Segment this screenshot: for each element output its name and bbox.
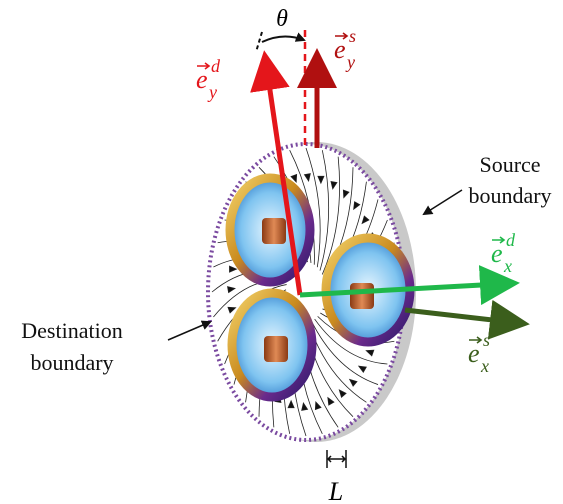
vector-sup: d	[506, 230, 516, 250]
vector-base: e	[491, 239, 503, 268]
vector-base: e	[334, 35, 346, 64]
vector-label: e y d	[196, 56, 221, 102]
arrow-ex-s	[405, 310, 510, 322]
vector-sub: y	[207, 82, 217, 102]
core	[264, 336, 288, 362]
angle-arc	[262, 36, 304, 42]
vector-label: e y s	[334, 26, 356, 72]
vector-base: e	[196, 65, 208, 94]
length-label: L	[328, 477, 343, 504]
dimension-arrow	[328, 456, 345, 462]
angle-label: θ	[276, 6, 288, 32]
annotation-arrow	[168, 322, 210, 340]
annotation-line: Source	[479, 152, 540, 177]
vector-label: e x d	[491, 230, 516, 276]
annotation-line: Destination	[21, 318, 122, 343]
annotation-line: boundary	[30, 350, 113, 375]
vector-sup: d	[211, 56, 221, 76]
core	[350, 283, 374, 309]
vector-label: e x s	[468, 330, 490, 376]
angle-tick	[256, 32, 262, 52]
annotation-line: boundary	[468, 183, 551, 208]
core	[262, 218, 286, 244]
annotation-arrow	[424, 190, 462, 214]
vector-base: e	[468, 339, 480, 368]
diagram: θ e y d e y s e x d e x s Source boundar…	[0, 0, 563, 504]
vector-sub: x	[480, 356, 489, 376]
vector-sub: x	[503, 256, 512, 276]
vector-sub: y	[345, 52, 355, 72]
vector-sup: s	[483, 330, 490, 350]
vector-sup: s	[349, 26, 356, 46]
